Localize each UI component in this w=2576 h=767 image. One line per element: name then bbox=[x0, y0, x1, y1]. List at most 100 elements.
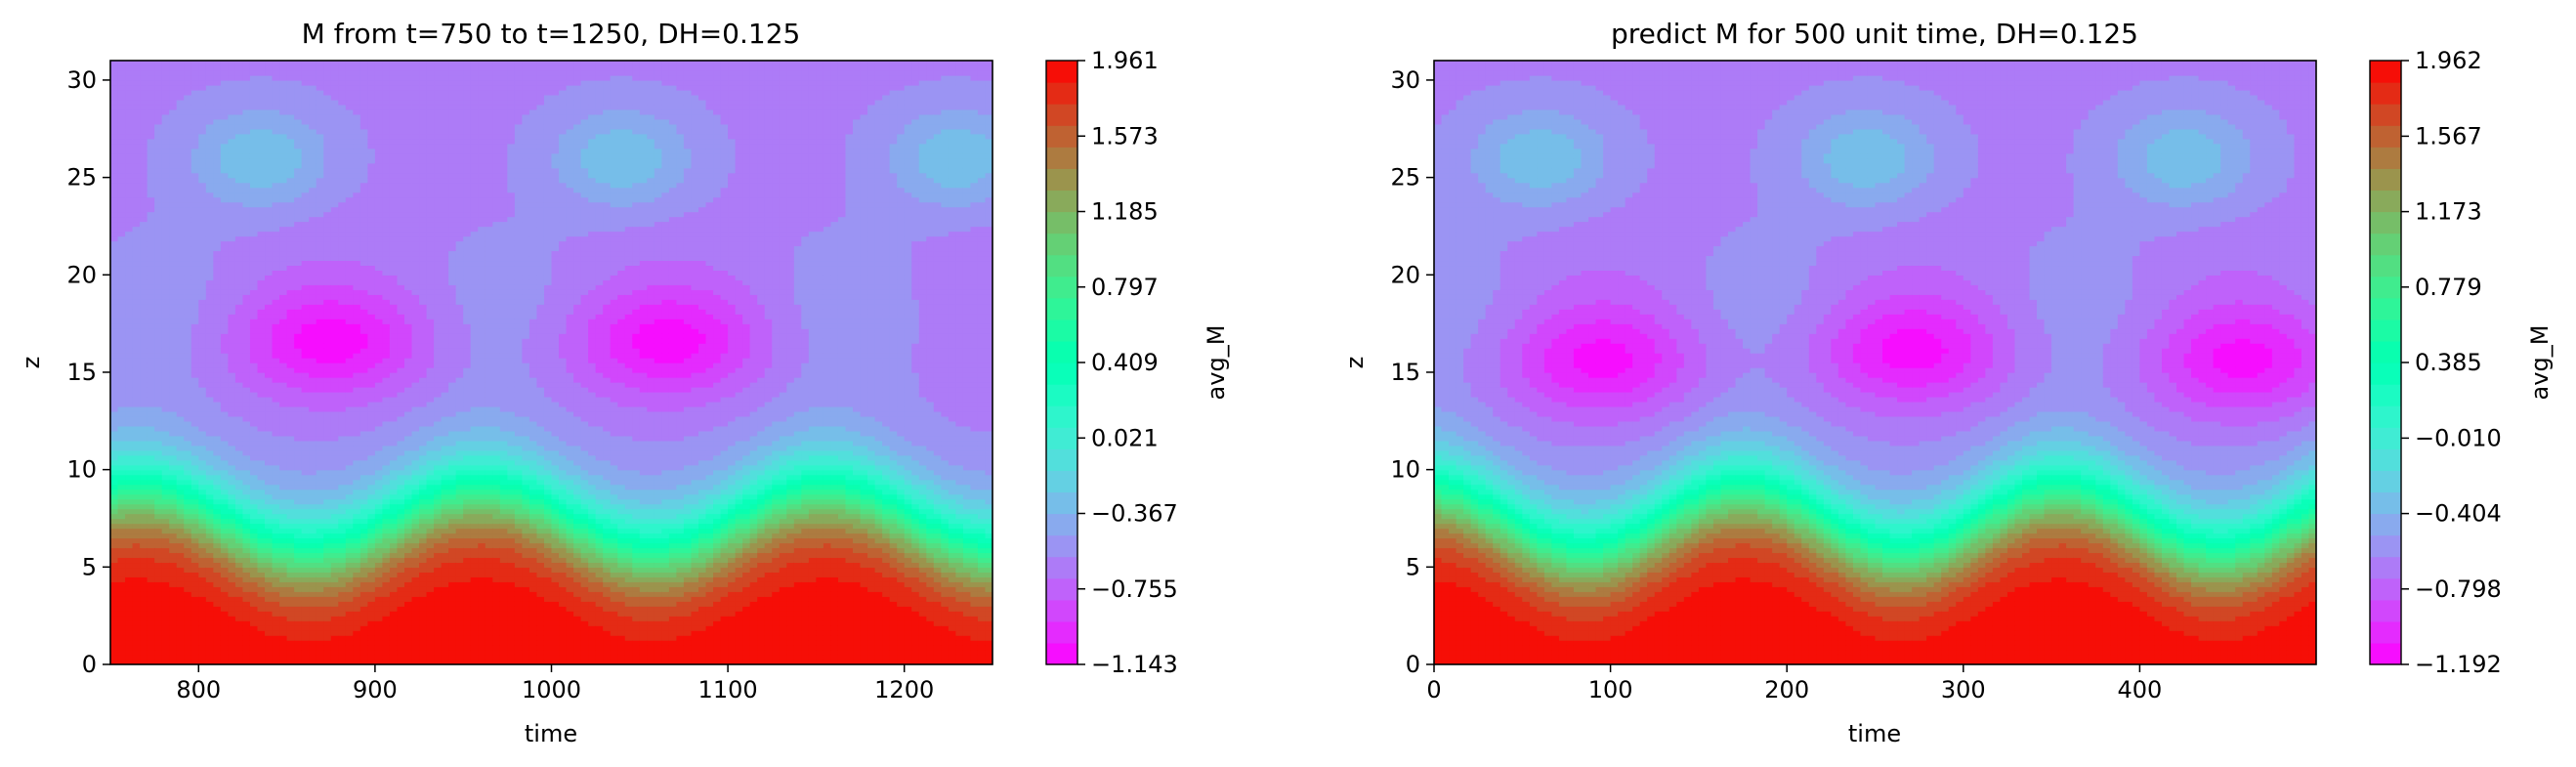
heatmap-cell bbox=[184, 196, 192, 203]
heatmap-cell bbox=[309, 211, 317, 218]
heatmap-cell bbox=[205, 211, 215, 218]
heatmap-cell bbox=[389, 415, 399, 422]
heatmap-cell bbox=[220, 99, 230, 106]
heatmap-cell bbox=[359, 104, 369, 110]
heatmap-cell bbox=[382, 420, 391, 427]
heatmap-cell bbox=[323, 323, 332, 329]
heatmap-cell bbox=[242, 386, 251, 393]
heatmap-cell bbox=[345, 576, 355, 582]
heatmap-cell bbox=[234, 542, 244, 549]
heatmap-cell bbox=[205, 69, 215, 76]
heatmap-cell bbox=[316, 362, 324, 368]
heatmap-cell bbox=[353, 435, 361, 442]
heatmap-cell bbox=[323, 148, 332, 154]
heatmap-cell bbox=[323, 542, 332, 549]
heatmap-cell bbox=[213, 143, 222, 149]
heatmap-cell bbox=[169, 118, 178, 125]
heatmap-cell bbox=[397, 425, 405, 432]
heatmap-cell bbox=[234, 157, 244, 164]
heatmap-cell bbox=[220, 206, 230, 213]
heatmap-cell bbox=[125, 309, 134, 315]
heatmap-cell bbox=[228, 498, 236, 505]
heatmap-cell bbox=[213, 270, 222, 276]
heatmap-cell bbox=[338, 64, 347, 71]
heatmap-cell bbox=[198, 152, 207, 159]
heatmap-cell bbox=[147, 620, 155, 626]
heatmap-cell bbox=[345, 537, 355, 544]
heatmap-cell bbox=[330, 493, 339, 500]
heatmap-cell bbox=[389, 655, 399, 660]
heatmap-cell bbox=[397, 616, 405, 621]
heatmap-cell bbox=[161, 435, 170, 442]
heatmap-cell bbox=[176, 396, 185, 403]
heatmap-cell bbox=[147, 333, 155, 339]
heatmap-cell bbox=[249, 323, 259, 329]
heatmap-cell bbox=[323, 187, 332, 193]
heatmap-cell bbox=[176, 133, 185, 140]
heatmap-cell bbox=[198, 270, 207, 276]
heatmap-cell bbox=[397, 108, 405, 115]
heatmap-cell bbox=[345, 508, 355, 515]
heatmap-cell bbox=[389, 528, 399, 534]
heatmap-cell bbox=[330, 386, 339, 393]
heatmap-cell bbox=[272, 445, 280, 451]
heatmap-cell bbox=[190, 123, 199, 130]
heatmap-cell bbox=[205, 601, 215, 607]
heatmap-cell bbox=[190, 148, 199, 154]
heatmap-cell bbox=[367, 533, 376, 539]
heatmap-cell bbox=[323, 328, 332, 334]
heatmap-cell bbox=[345, 319, 355, 324]
heatmap-cell bbox=[338, 138, 347, 145]
heatmap-cell bbox=[117, 552, 126, 559]
heatmap-cell bbox=[330, 196, 339, 203]
heatmap-cell bbox=[374, 245, 384, 252]
heatmap-cell bbox=[147, 430, 155, 437]
heatmap-cell bbox=[154, 503, 163, 510]
heatmap-cell bbox=[330, 635, 339, 641]
heatmap-cell bbox=[184, 265, 192, 271]
heatmap-cell bbox=[242, 454, 251, 461]
heatmap-cell bbox=[330, 201, 339, 208]
heatmap-cell bbox=[272, 542, 280, 549]
heatmap-cell bbox=[169, 537, 178, 544]
heatmap-cell bbox=[301, 221, 310, 228]
heatmap-cell bbox=[220, 645, 230, 651]
heatmap-cell bbox=[169, 493, 178, 500]
heatmap-cell bbox=[220, 445, 230, 451]
heatmap-cell bbox=[205, 625, 215, 631]
heatmap-cell bbox=[382, 343, 391, 349]
heatmap-cell bbox=[353, 650, 361, 656]
heatmap-cell bbox=[147, 221, 155, 228]
heatmap-cell bbox=[228, 542, 236, 549]
heatmap-cell bbox=[286, 537, 295, 544]
heatmap-cell bbox=[125, 348, 134, 354]
heatmap-cell bbox=[190, 235, 199, 242]
heatmap-cell bbox=[117, 94, 126, 101]
heatmap-cell bbox=[117, 391, 126, 398]
heatmap-cell bbox=[353, 118, 361, 125]
heatmap-cell bbox=[110, 420, 119, 427]
heatmap-cell bbox=[309, 79, 317, 86]
heatmap-cell bbox=[147, 371, 155, 378]
heatmap-cell bbox=[234, 255, 244, 262]
heatmap-cell bbox=[234, 240, 244, 247]
heatmap-cell bbox=[389, 245, 399, 252]
heatmap-cell bbox=[176, 299, 185, 305]
heatmap-cell bbox=[265, 576, 274, 582]
heatmap-cell bbox=[161, 537, 170, 544]
heatmap-cell bbox=[125, 69, 134, 76]
heatmap-cell bbox=[184, 152, 192, 159]
heatmap-cell bbox=[316, 586, 324, 592]
heatmap-cell bbox=[367, 513, 376, 520]
heatmap-cell bbox=[323, 581, 332, 587]
heatmap-cell bbox=[279, 581, 288, 587]
heatmap-cell bbox=[389, 279, 399, 285]
heatmap-cell bbox=[190, 601, 199, 607]
heatmap-cell bbox=[110, 405, 119, 412]
heatmap-cell bbox=[257, 265, 266, 271]
heatmap-cell bbox=[228, 528, 236, 534]
heatmap-cell bbox=[125, 576, 134, 582]
heatmap-cell bbox=[382, 616, 391, 621]
heatmap-cell bbox=[359, 348, 369, 354]
heatmap-cell bbox=[309, 128, 317, 135]
